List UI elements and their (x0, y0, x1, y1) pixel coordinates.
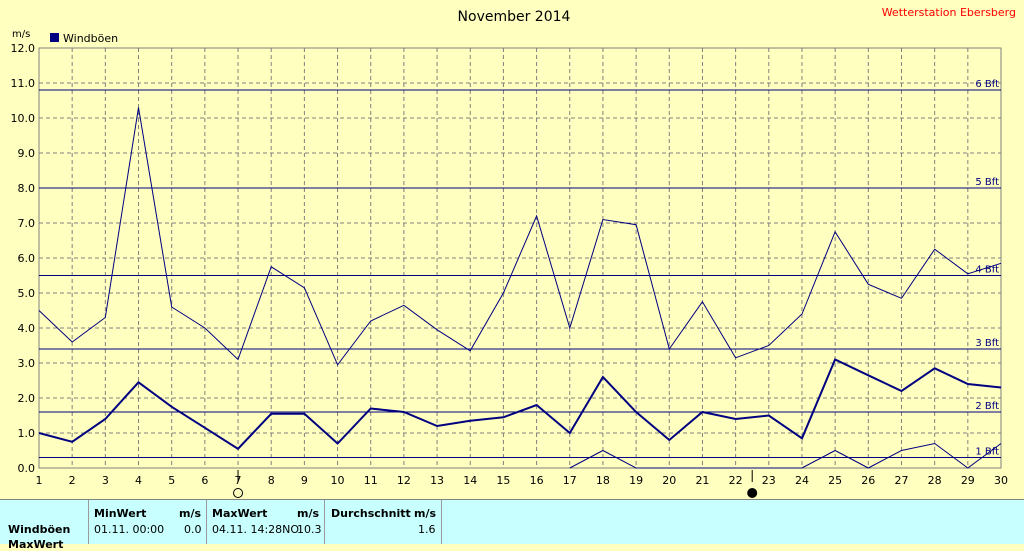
x-tick-label: 8 (268, 474, 275, 487)
y-tick-label: 12.0 (11, 42, 36, 55)
y-axis-label: m/s (12, 29, 30, 40)
series-line-2 (39, 360, 1001, 449)
max-value: 10.3 (297, 523, 322, 536)
x-tick-label: 12 (397, 474, 411, 487)
y-tick-label: 2.0 (18, 392, 36, 405)
x-tick-label: 11 (364, 474, 378, 487)
x-tick-label: 15 (496, 474, 510, 487)
x-tick-label: 25 (828, 474, 842, 487)
row-label-maxwert: MaxWert (8, 538, 63, 551)
x-tick-label: 19 (629, 474, 643, 487)
x-tick-label: 1 (36, 474, 43, 487)
x-tick-label: 4 (135, 474, 142, 487)
statistics-panel: MinWert m/s MaxWert m/s Durchschnitt m/s… (0, 499, 1024, 544)
stats-divider (206, 500, 207, 544)
y-tick-label: 0.0 (18, 462, 36, 475)
x-tick-label: 6 (201, 474, 208, 487)
min-value: 0.0 (184, 523, 202, 536)
max-unit: m/s (297, 507, 319, 520)
avg-unit: m/s (414, 507, 436, 520)
y-tick-label: 5.0 (18, 287, 36, 300)
x-tick-label: 29 (961, 474, 975, 487)
x-tick-label: 14 (463, 474, 477, 487)
y-tick-label: 10.0 (11, 112, 36, 125)
x-tick-label: 9 (301, 474, 308, 487)
x-tick-label: 23 (762, 474, 776, 487)
x-tick-label: 30 (994, 474, 1008, 487)
y-tick-label: 3.0 (18, 357, 36, 370)
stats-divider (324, 500, 325, 544)
x-tick-label: 21 (695, 474, 709, 487)
max-date: 04.11. 14:28NO (212, 523, 299, 536)
beaufort-label: 3 Bft (975, 338, 999, 349)
x-tick-label: 27 (894, 474, 908, 487)
beaufort-label: 6 Bft (975, 79, 999, 90)
x-tick-label: 26 (861, 474, 875, 487)
beaufort-label: 5 Bft (975, 177, 999, 188)
y-tick-label: 8.0 (18, 182, 36, 195)
station-name: Wetterstation Ebersberg (882, 6, 1016, 19)
min-header: MinWert (94, 507, 146, 520)
min-unit: m/s (179, 507, 201, 520)
row-label-windboeen: Windböen (8, 523, 70, 536)
x-tick-label: 2 (69, 474, 76, 487)
y-tick-label: 9.0 (18, 147, 36, 160)
x-tick-label: 17 (563, 474, 577, 487)
avg-value: 1.6 (418, 523, 436, 536)
x-tick-label: 24 (795, 474, 809, 487)
legend-entry-windboeen: Windböen (63, 32, 118, 45)
x-tick-label: 28 (928, 474, 942, 487)
avg-header: Durchschnitt (331, 507, 411, 520)
x-tick-label: 13 (430, 474, 444, 487)
plot-frame (39, 48, 1001, 468)
beaufort-label: 2 Bft (975, 401, 999, 412)
x-tick-label: 22 (729, 474, 743, 487)
y-tick-label: 1.0 (18, 427, 36, 440)
min-date: 01.11. 00:00 (94, 523, 164, 536)
y-tick-label: 4.0 (18, 322, 36, 335)
x-tick-label: 20 (662, 474, 676, 487)
stats-divider (441, 500, 442, 544)
new-moon-icon (748, 489, 757, 498)
series-line-1 (39, 108, 1001, 365)
stats-divider (88, 500, 89, 544)
chart-title: November 2014 (458, 9, 571, 25)
series-line-3 (570, 444, 1001, 469)
x-tick-label: 3 (102, 474, 109, 487)
y-tick-label: 6.0 (18, 252, 36, 265)
x-tick-label: 10 (331, 474, 345, 487)
x-tick-label: 16 (530, 474, 544, 487)
legend-swatch (50, 33, 59, 42)
x-tick-label: 5 (168, 474, 175, 487)
full-moon-icon (234, 489, 243, 498)
y-tick-label: 11.0 (11, 77, 36, 90)
y-tick-label: 7.0 (18, 217, 36, 230)
max-header: MaxWert (212, 507, 267, 520)
x-tick-label: 18 (596, 474, 610, 487)
